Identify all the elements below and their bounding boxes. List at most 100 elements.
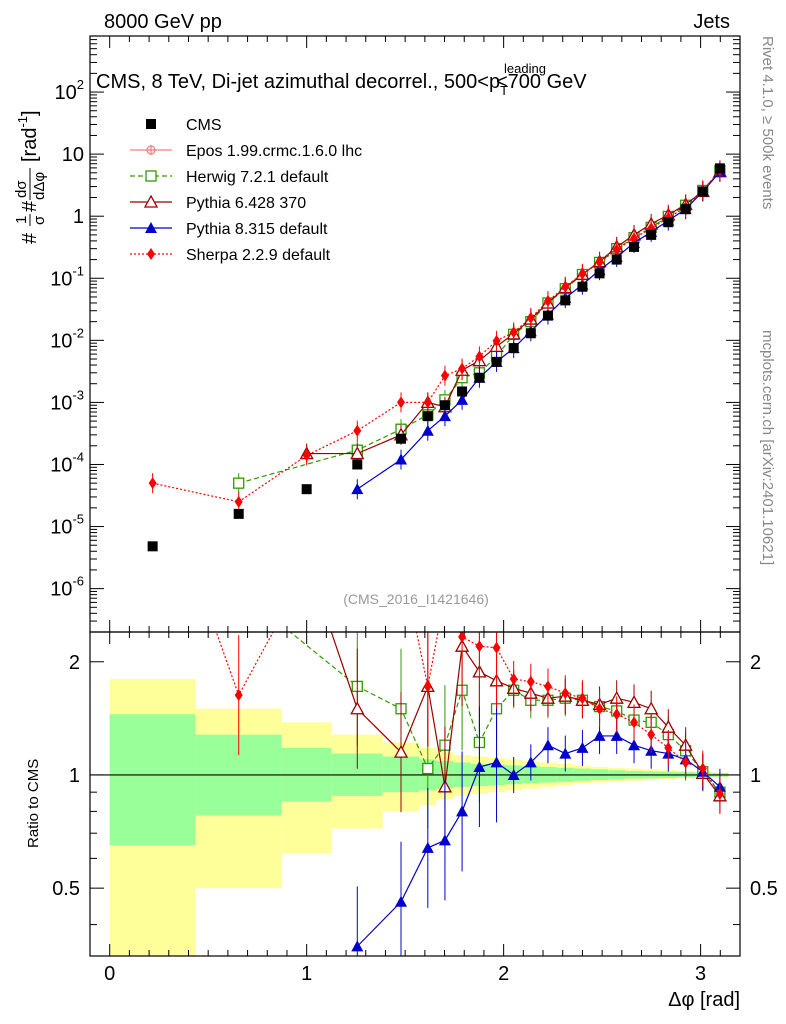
series-point-ratio <box>351 940 364 952</box>
series-point-ratio <box>593 729 606 741</box>
series-point-ratio <box>595 702 604 715</box>
data-point-top <box>233 508 244 519</box>
chart-title-sup: leading <box>504 61 546 76</box>
legend-label: Epos 1.99.crmc.1.6.0 lhc <box>186 143 362 160</box>
y-tick-label-ratio: 1 <box>69 765 80 787</box>
data-point-top <box>491 356 502 367</box>
data-point-top <box>147 541 158 552</box>
y-tick-label-base: 10 <box>55 82 77 104</box>
series-point-top <box>438 410 451 422</box>
series-point-ratio <box>628 739 641 751</box>
data-point-top <box>646 229 657 240</box>
series-point-ratio <box>541 739 554 751</box>
series-point-ratio <box>350 701 365 715</box>
watermark: (CMS_2016_I1421646) <box>343 591 489 607</box>
data-point-top <box>301 484 312 495</box>
series-point-ratio <box>664 741 673 754</box>
series-point-ratio <box>612 708 621 721</box>
legend-marker <box>145 170 157 182</box>
legend-label: Pythia 6.428 370 <box>186 195 306 212</box>
data-point-top <box>439 400 450 411</box>
y-axis-label-unit-close: ] <box>19 110 41 116</box>
y-axis-label-frac2-num: dσ <box>13 180 30 198</box>
y-tick-label-ratio-right: 0.5 <box>750 878 778 900</box>
series-point-ratio <box>644 701 659 715</box>
series-point-ratio <box>630 716 639 729</box>
y-tick-label-ratio-right: 2 <box>750 652 761 674</box>
series-point-ratio <box>610 729 623 741</box>
series-point-top <box>456 393 469 405</box>
header-right: Jets <box>693 11 730 33</box>
series-point-ratio <box>473 760 486 772</box>
y-tick-label-top: 10-6 <box>50 574 84 601</box>
data-point-top <box>714 163 725 174</box>
legend-label: Pythia 8.315 default <box>186 221 328 238</box>
series-line-top <box>152 169 721 503</box>
main-panel-series <box>147 160 728 552</box>
y-tick-label-top: 10-3 <box>50 387 84 414</box>
y-tick-label-base: 10 <box>50 454 72 476</box>
chart-title-sub: T <box>500 83 508 98</box>
chart-title: CMS, 8 TeV, Di-jet azimuthal decorrel., … <box>96 61 587 98</box>
legend: CMS Epos 1.99.crmc.1.6.0 lhc Herwig 7.2.1 … <box>130 117 362 264</box>
data-point-top <box>594 268 605 279</box>
data-point-top <box>577 281 588 292</box>
series-line-top <box>306 171 721 455</box>
series-point-ratio <box>509 672 518 685</box>
series-point-ratio <box>393 744 409 758</box>
y-axis-label-frac1-num: 1 <box>13 216 30 224</box>
data-point-top <box>525 328 536 339</box>
data-point-top <box>611 254 622 265</box>
y-tick-label-top: 102 <box>55 77 84 104</box>
y-axis-label-frac1-den: σ <box>31 215 48 225</box>
series-point-top <box>509 326 518 339</box>
y-tick-label-top: 10-5 <box>50 512 84 539</box>
data-point-top <box>352 459 363 470</box>
x-tick-label: 3 <box>695 963 706 985</box>
series-point-ratio <box>576 741 589 753</box>
ratio-ticks: 0 1 2 3 0.5 0.5 1 1 2 2 <box>52 632 778 985</box>
legend-marker <box>143 194 159 208</box>
legend-marker <box>146 119 156 129</box>
ratio-panel-frame <box>89 631 741 957</box>
data-point-top <box>560 295 571 306</box>
x-axis-label: Δφ [rad] <box>668 989 740 1011</box>
series-point-ratio <box>681 756 690 769</box>
y-tick-label-exp: -4 <box>72 449 84 464</box>
series-point-top <box>526 311 535 324</box>
series-point-top <box>458 362 467 375</box>
ratio-band-green <box>109 714 196 846</box>
data-point-top <box>422 411 433 422</box>
series-point-top <box>492 334 501 347</box>
series-point-top <box>630 232 639 245</box>
series-point-ratio <box>559 747 572 759</box>
legend-marker <box>145 222 157 233</box>
series-point-ratio <box>578 692 587 705</box>
y-tick-label-top: 10 <box>62 144 84 166</box>
y-axis-label-ratio: Ratio to CMS <box>25 759 42 848</box>
series-point-ratio <box>456 805 469 817</box>
series-point-ratio <box>647 728 656 741</box>
series-point-ratio <box>507 768 520 780</box>
chart-title-end: <700 GeV <box>496 71 587 93</box>
x-tick-label: 1 <box>301 963 312 985</box>
y-tick-label-exp: -5 <box>72 512 84 527</box>
y-tick-label-ratio: 2 <box>69 652 80 674</box>
y-axis-label-top: # 1 σ # dσ dΔφ [rad-1] <box>13 110 48 244</box>
series-point-top <box>578 267 587 280</box>
series-point-ratio <box>438 834 451 846</box>
series-line-top <box>238 170 721 484</box>
series-point-ratio <box>421 841 434 853</box>
y-axis-label-frac2-den: dΔφ <box>31 172 48 200</box>
series-point-ratio <box>492 641 501 654</box>
data-point-top <box>508 343 519 354</box>
data-point-top <box>396 433 407 444</box>
series-point-ratio <box>526 675 535 688</box>
data-point-top <box>457 386 468 397</box>
data-point-top <box>474 372 485 383</box>
y-tick-label-top: 1 <box>73 206 84 228</box>
mcplots-label: mcplots.cern.ch [arXiv:2401.10621] <box>759 330 776 565</box>
x-tick-label: 2 <box>498 963 509 985</box>
y-tick-label-exp: -6 <box>72 574 84 589</box>
